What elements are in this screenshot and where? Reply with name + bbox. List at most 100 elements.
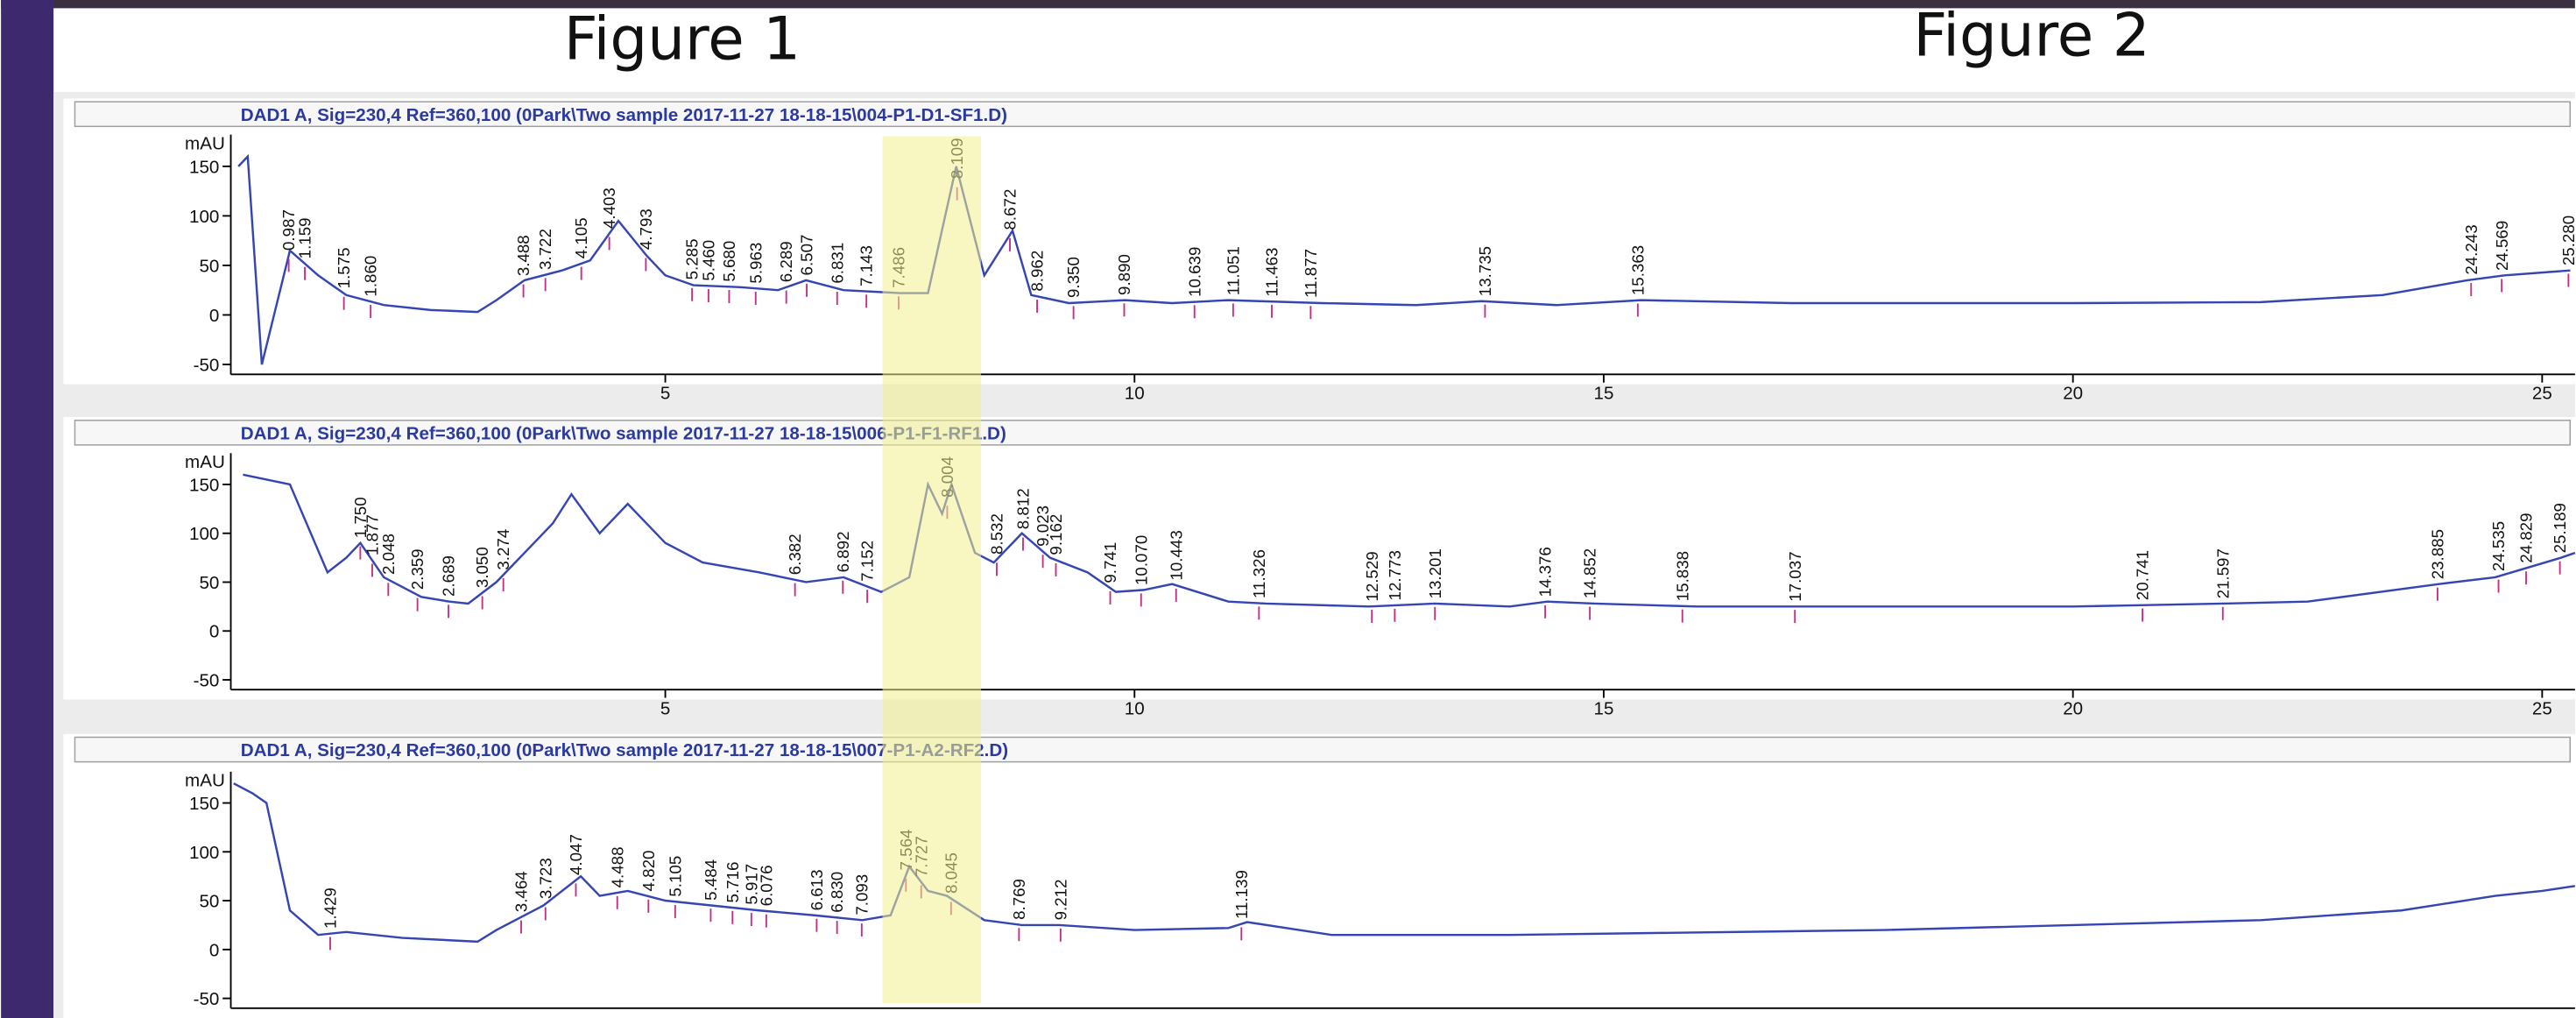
plots: DAD1 A, Sig=230,4 Ref=360,100 (0Park\Two…: [63, 98, 2576, 1018]
peak-label: 15.363: [1628, 245, 1647, 295]
peak-label: 6.507: [798, 235, 816, 276]
x-tick-label: 15: [1594, 698, 1614, 718]
peak-label: 17.037: [1786, 551, 1804, 601]
y-tick-label: 0: [209, 306, 219, 326]
y-tick-label: 50: [199, 573, 219, 593]
peak-label: 3.464: [512, 871, 531, 912]
peak-label: 23.885: [2428, 529, 2446, 579]
y-axis-label: mAU: [185, 771, 225, 791]
peak-label: 6.289: [777, 241, 795, 282]
peak-label: 6.830: [828, 872, 846, 913]
peak-label: 4.047: [567, 834, 585, 875]
peak-label: 5.716: [723, 862, 742, 903]
peak-label: 12.773: [1386, 550, 1404, 600]
y-tick-label: -50: [194, 356, 220, 376]
peak-label: 5.484: [702, 859, 720, 901]
peak-label: 11.139: [1232, 870, 1251, 919]
peak-label: 8.769: [1010, 879, 1028, 920]
peak-label: 2.689: [440, 555, 458, 597]
top-strip: [1, 0, 2575, 8]
peak-label: 4.793: [637, 209, 655, 250]
peak-label: 21.597: [2213, 548, 2232, 598]
peak-label: 11.877: [1302, 249, 1320, 298]
peak-label: 5.105: [666, 856, 684, 897]
peak-label: 10.443: [1167, 530, 1185, 580]
peak-label: 12.529: [1363, 551, 1381, 601]
x-tick-label: 10: [1125, 698, 1145, 718]
peak-label: 9.741: [1101, 542, 1119, 583]
peak-label: 24.243: [2462, 224, 2481, 274]
peak-label: 1.575: [335, 247, 353, 288]
x-tick-label: 5: [660, 698, 670, 718]
y-tick-label: 100: [189, 207, 219, 227]
peak-label: 13.201: [1426, 548, 1444, 598]
peak-label: 4.105: [572, 217, 590, 258]
peak-label: 7.093: [852, 874, 871, 915]
heading: Figure 2: [1913, 1, 2149, 70]
peak-label: 1.429: [321, 887, 340, 929]
x-tick-label: 5: [660, 383, 670, 403]
peak-label: 11.463: [1263, 248, 1281, 297]
y-tick-label: 150: [189, 475, 219, 495]
heading: Figure 1: [564, 4, 801, 73]
peak-label: 15.838: [1673, 551, 1691, 601]
y-tick-label: -50: [194, 671, 220, 691]
y-tick-label: 50: [199, 256, 219, 276]
plot-area: [63, 734, 2575, 1018]
screenshot: Figure 1 Figure 2 DAD1 A, Sig=230,4 Ref=…: [0, 0, 2576, 1018]
peak-label: 8.532: [988, 513, 1006, 555]
peak-label: 6.613: [808, 869, 826, 910]
peak-label: 24.829: [2517, 513, 2536, 562]
peak-label: 2.359: [408, 548, 427, 590]
x-tick-label: 25: [2532, 698, 2552, 718]
chromatogram: DAD1 A, Sig=230,4 Ref=360,100 (0Park\Two…: [63, 98, 2576, 403]
peak-label: 25.189: [2551, 503, 2569, 553]
y-tick-label: 0: [209, 940, 219, 960]
peak-label: 24.535: [2489, 521, 2508, 571]
chromatogram: DAD1 A, Sig=230,4 Ref=360,100 (0Park\Two…: [63, 417, 2575, 718]
peak-label: 3.722: [536, 229, 554, 270]
peak-label: 7.152: [858, 541, 877, 582]
peak-label: 3.274: [494, 529, 512, 570]
y-tick-label: 150: [189, 794, 219, 814]
peak-label: 4.488: [608, 846, 626, 887]
x-tick-label: 10: [1125, 383, 1145, 403]
peak-label: 3.050: [473, 547, 491, 588]
y-tick-label: 100: [189, 524, 219, 544]
x-tick-label: 25: [2532, 383, 2552, 403]
y-tick-label: 0: [209, 622, 219, 642]
y-axis-label: mAU: [185, 452, 225, 472]
peak-label: 9.162: [1047, 514, 1065, 555]
peak-label: 14.852: [1581, 548, 1599, 598]
peak-label: 8.812: [1014, 488, 1033, 529]
y-tick-label: 50: [199, 892, 219, 912]
y-tick-label: 150: [189, 157, 219, 177]
side-stripe: [1, 0, 53, 1018]
highlight: [883, 137, 981, 1004]
peak-label: 5.963: [746, 243, 765, 284]
page: {"headings": ["Figure 1", "Figure 2"], "…: [0, 0, 2576, 1018]
peak-label: 1.860: [362, 256, 380, 297]
peak-label: 6.382: [786, 534, 804, 575]
peak-label: 9.350: [1064, 257, 1083, 298]
peak-label: 11.051: [1224, 246, 1242, 295]
peak-label: 9.212: [1051, 880, 1069, 921]
y-axis-label: mAU: [185, 134, 225, 154]
peak-label: 3.723: [536, 858, 554, 899]
peak-label: 11.326: [1250, 549, 1268, 598]
peak-label: 5.460: [699, 240, 717, 281]
peak-label: 2.048: [379, 534, 398, 575]
peak-label: 9.890: [1115, 254, 1133, 295]
peak-label: 4.820: [639, 851, 658, 892]
peak-label: 20.741: [2134, 550, 2152, 600]
peak-label: 6.831: [828, 243, 846, 284]
plot-area: [63, 98, 2575, 384]
peak-label: 13.735: [1476, 246, 1494, 296]
peak-label: 6.892: [834, 532, 852, 573]
x-tick-label: 15: [1594, 383, 1614, 403]
peak-label: 3.488: [514, 235, 533, 276]
panel-title: DAD1 A, Sig=230,4 Ref=360,100 (0Park\Two…: [241, 105, 1007, 125]
peak-label: 8.672: [1001, 189, 1020, 230]
peak-label: 8.962: [1028, 251, 1047, 292]
chromatogram: DAD1 A, Sig=230,4 Ref=360,100 (0Park\Two…: [63, 734, 2575, 1018]
